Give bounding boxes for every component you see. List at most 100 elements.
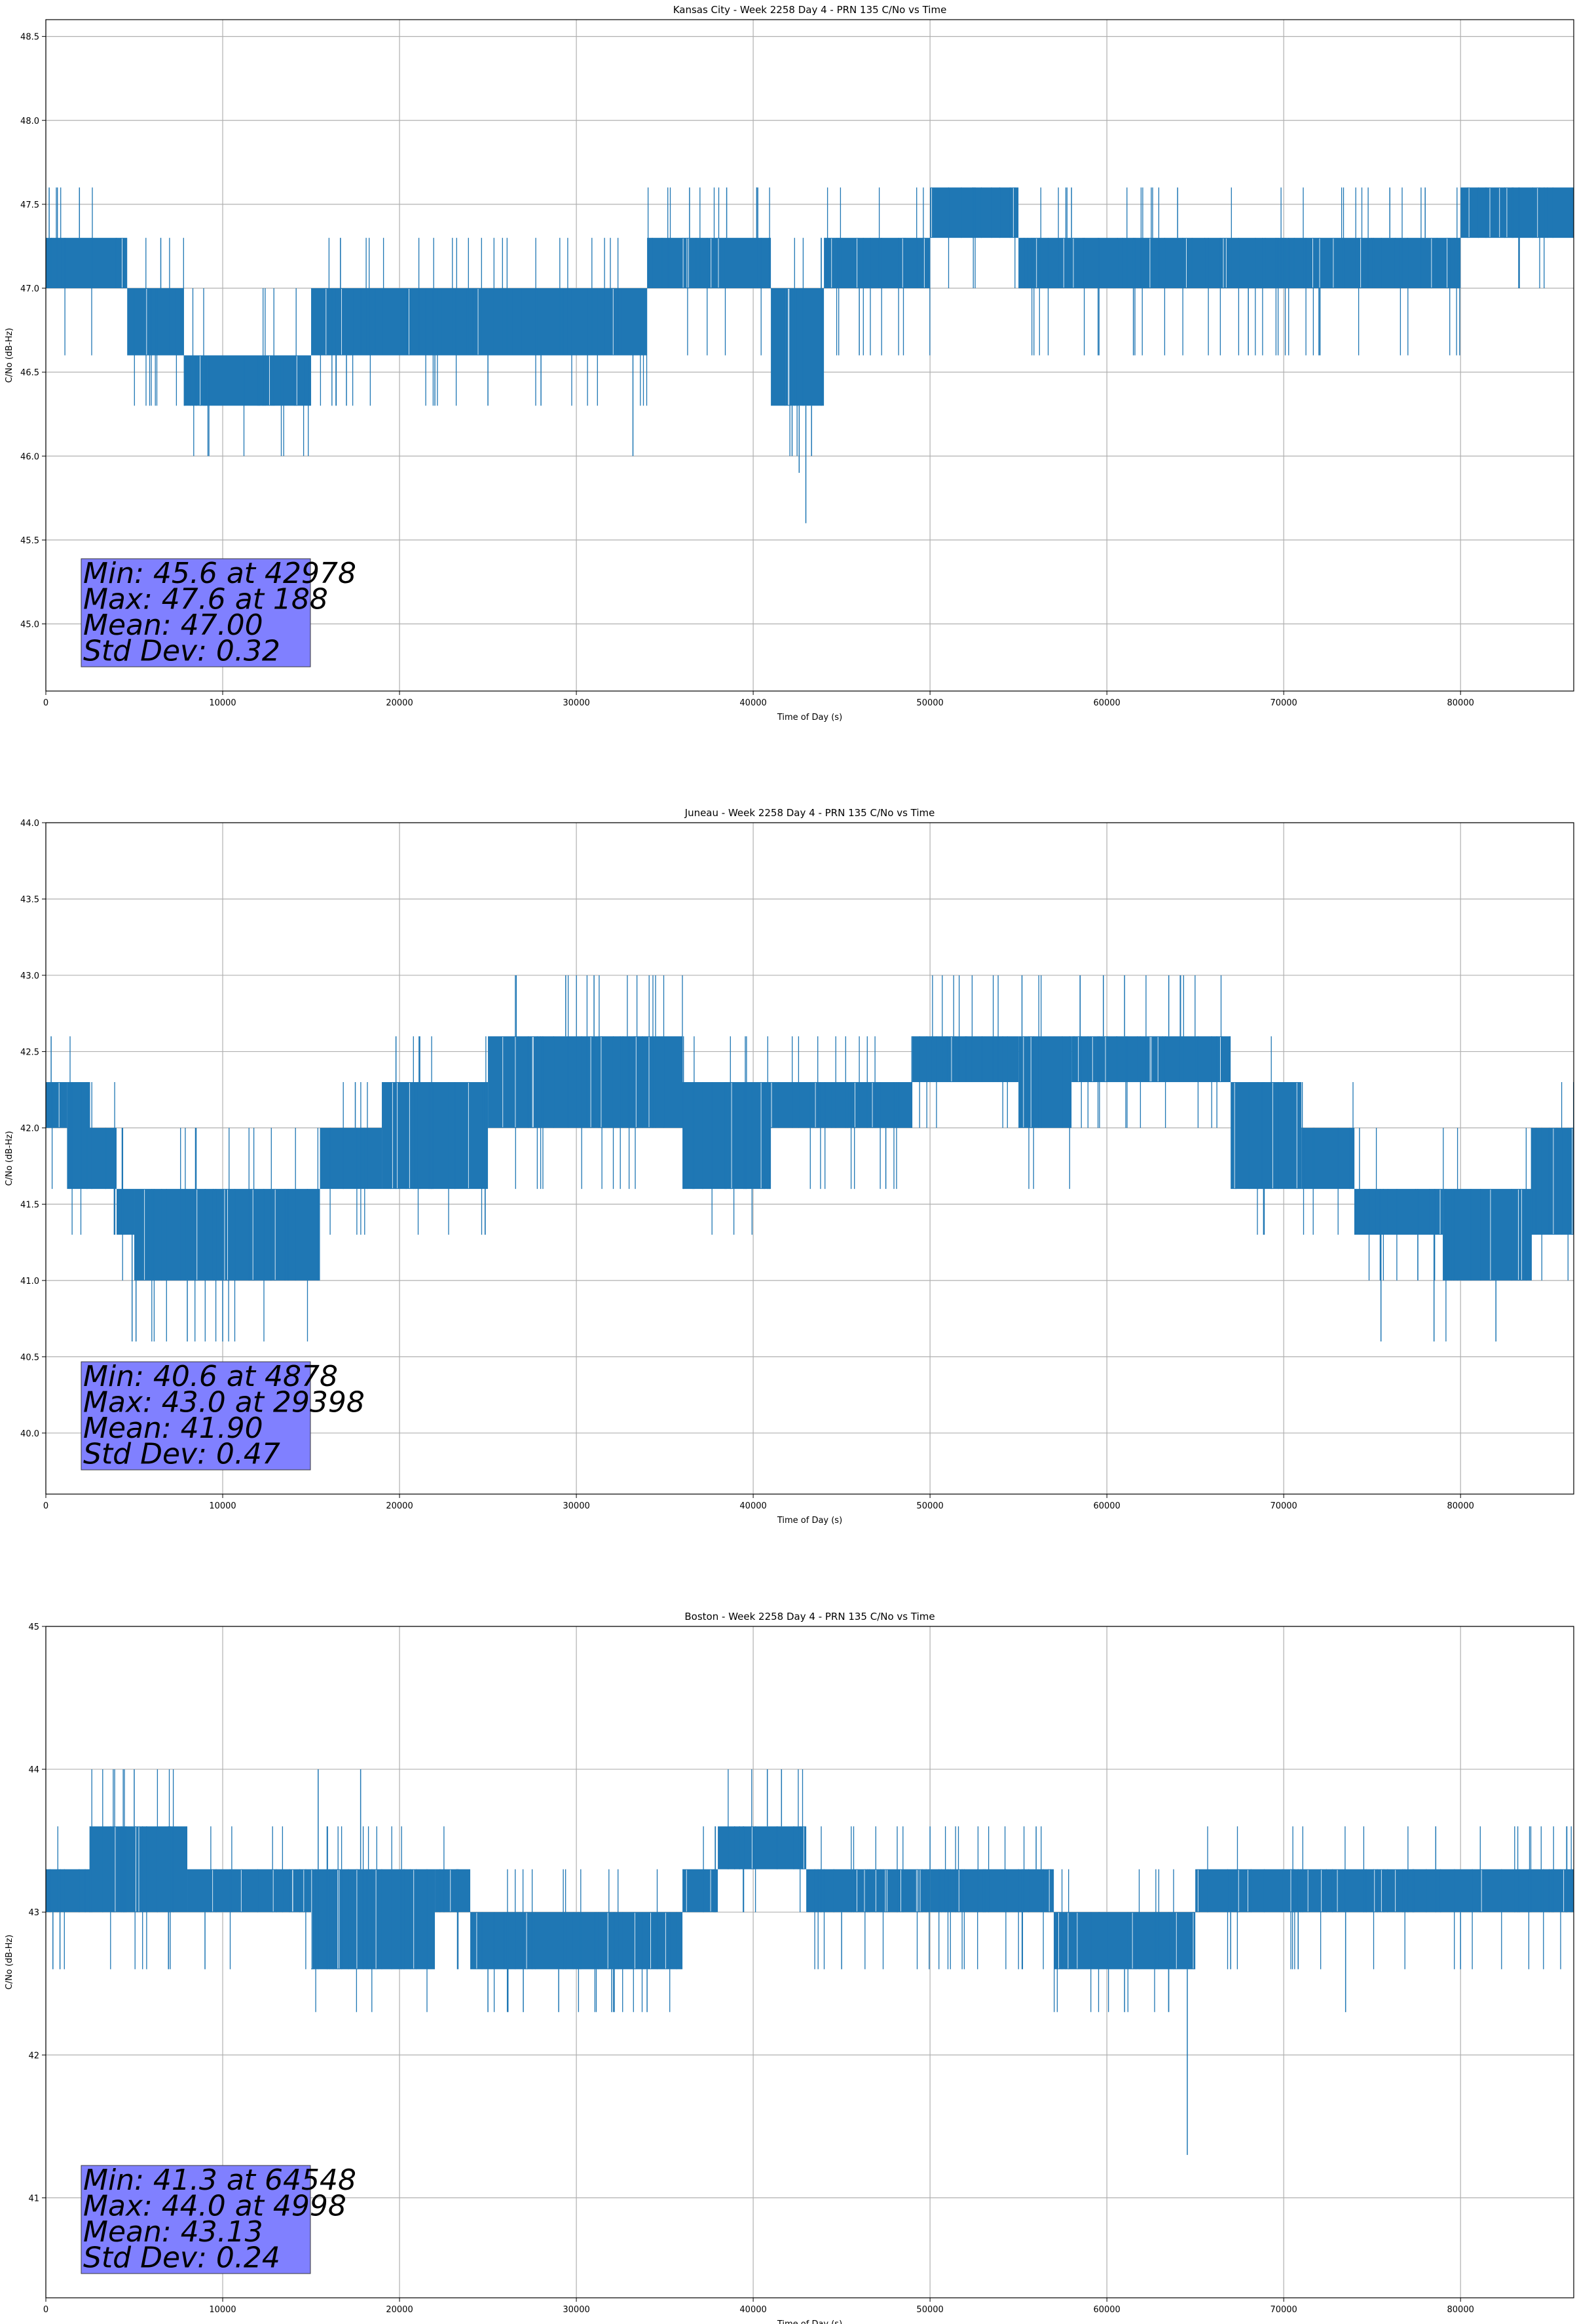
stats-line: Mean: 47.00 (83, 609, 263, 642)
x-axis-label: Time of Day (s) (777, 1516, 842, 1526)
y-tick-label: 48.0 (20, 117, 39, 126)
series-band (930, 1869, 1054, 1913)
x-tick-label: 60000 (1093, 2305, 1120, 2315)
x-tick-label: 70000 (1270, 698, 1297, 708)
stats-line: Mean: 43.13 (83, 2215, 263, 2249)
chart-title: Juneau - Week 2258 Day 4 - PRN 135 C/No … (684, 807, 935, 819)
series-jitter (789, 238, 822, 457)
y-tick-label: 42.0 (20, 1124, 39, 1134)
series-band (488, 1036, 683, 1128)
stats-line: Std Dev: 0.47 (83, 1438, 280, 1471)
stats-line: Min: 41.3 at 64548 (83, 2164, 356, 2197)
series-jitter (1028, 975, 1070, 1190)
series-gaps (1197, 1869, 1565, 1912)
series-band (311, 1869, 436, 1970)
series-gaps (1078, 1037, 1221, 1081)
stats-line: Min: 45.6 at 42978 (83, 557, 356, 590)
y-tick-label: 43.0 (20, 971, 39, 981)
x-tick-label: 20000 (386, 2305, 413, 2315)
series-gaps (771, 1083, 873, 1127)
y-tick-label: 47.0 (20, 284, 39, 294)
series-gaps (682, 238, 719, 288)
x-tick-label: 60000 (1093, 698, 1120, 708)
x-axis: 0 10000 20000 30000 40000 50000 60000 70000 8000… (43, 691, 1474, 708)
x-tick-label: 10000 (209, 698, 236, 708)
x-tick-label: 70000 (1270, 2305, 1297, 2315)
series-gaps (1058, 1913, 1194, 1969)
series-jitter (210, 1826, 306, 1970)
y-tick-label: 44 (28, 1765, 39, 1775)
y-axis-label: C/No (dB-Hz) (5, 1935, 14, 1990)
chart-panel-0: 0 10000 20000 30000 40000 50000 60000 70000 8000… (5, 4, 1574, 722)
series-jitter (912, 975, 1008, 1128)
series-jitter (948, 187, 1016, 288)
series-band (718, 1826, 807, 1869)
x-tick-label: 0 (43, 698, 48, 708)
stats-box-background (81, 2165, 311, 2274)
x-tick-label: 30000 (563, 698, 589, 708)
series-gaps (1553, 1128, 1573, 1234)
series-band (1195, 1869, 1574, 1913)
series-jitter (183, 288, 309, 457)
series-band (435, 1869, 471, 1913)
x-tick-label: 80000 (1447, 1501, 1474, 1511)
series-jitter (826, 187, 931, 356)
x-tick-label: 30000 (563, 2305, 589, 2315)
x-tick-label: 30000 (563, 1501, 589, 1511)
x-tick-label: 70000 (1270, 1501, 1297, 1511)
series-gaps (1036, 238, 1448, 288)
series-jitter (91, 1769, 174, 1970)
series-band (930, 187, 1019, 238)
series-jitter (133, 238, 184, 406)
series-band (67, 1082, 90, 1190)
series-band (46, 1082, 67, 1128)
x-tick-label: 50000 (916, 1501, 943, 1511)
series-jitter (683, 1036, 770, 1235)
y-tick-label: 43.5 (20, 895, 39, 905)
series-gaps (686, 1869, 711, 1912)
axes-frame (45, 822, 1574, 1495)
y-tick-label: 46.5 (20, 368, 39, 378)
x-tick-label: 0 (43, 1501, 48, 1511)
series-jitter (938, 1826, 1051, 1970)
series-jitter (49, 1826, 91, 1970)
y-tick-label: 41 (28, 2194, 39, 2203)
series-jitter (1467, 187, 1553, 288)
series-band (470, 1912, 683, 1970)
series-gaps (212, 1869, 305, 1912)
x-tick-label: 50000 (916, 698, 943, 708)
series-gaps (1234, 1083, 1297, 1189)
series-gaps (958, 1869, 1050, 1912)
series-gaps (392, 1083, 469, 1189)
y-tick-label: 45.5 (20, 536, 39, 546)
series-jitter (1443, 1127, 1527, 1341)
y-tick-label: 46.0 (20, 452, 39, 462)
axes-frame (45, 1626, 1574, 2298)
stats-box-background (81, 558, 311, 667)
series-band (134, 1189, 320, 1281)
chart-title: Boston - Week 2258 Day 4 - PRN 135 C/No … (684, 1611, 935, 1622)
series-jitter (1073, 975, 1231, 1128)
x-tick-label: 10000 (209, 2305, 236, 2315)
y-tick-label: 42 (28, 2051, 39, 2061)
y-axis: 45.0 45.5 46.0 46.5 47.0 47.5 48.0 48.5 (20, 33, 46, 630)
series-band (320, 1127, 382, 1190)
stats-line: Max: 43.0 at 29398 (83, 1386, 365, 1419)
series-gaps (1468, 188, 1538, 238)
x-tick-label: 10000 (209, 1501, 236, 1511)
series-band (311, 288, 648, 356)
x-tick-label: 0 (43, 2305, 48, 2315)
series-gaps (311, 1869, 415, 1969)
series-jitter (778, 1036, 912, 1190)
x-axis: 0 10000 20000 30000 40000 50000 60000 70000 8000… (43, 2298, 1474, 2315)
series-jitter (320, 238, 648, 406)
x-tick-label: 40000 (739, 698, 766, 708)
y-tick-label: 42.5 (20, 1047, 39, 1057)
x-tick-label: 20000 (386, 1501, 413, 1511)
y-tick-label: 44.0 (20, 819, 39, 829)
series-jitter (439, 1826, 459, 1970)
data-series (46, 975, 1574, 1342)
y-axis: 40.0 40.5 41.0 41.5 42.0 42.5 43.0 43.5 44.0 (20, 819, 46, 1439)
